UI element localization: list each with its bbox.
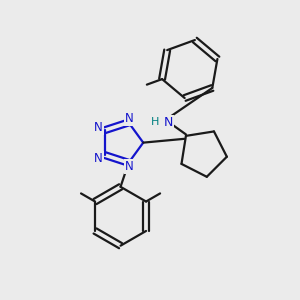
Text: N: N [125, 160, 134, 173]
Text: N: N [94, 152, 103, 164]
Text: H: H [151, 117, 159, 127]
Text: N: N [125, 112, 134, 125]
Text: N: N [94, 121, 103, 134]
Text: N: N [164, 116, 173, 128]
